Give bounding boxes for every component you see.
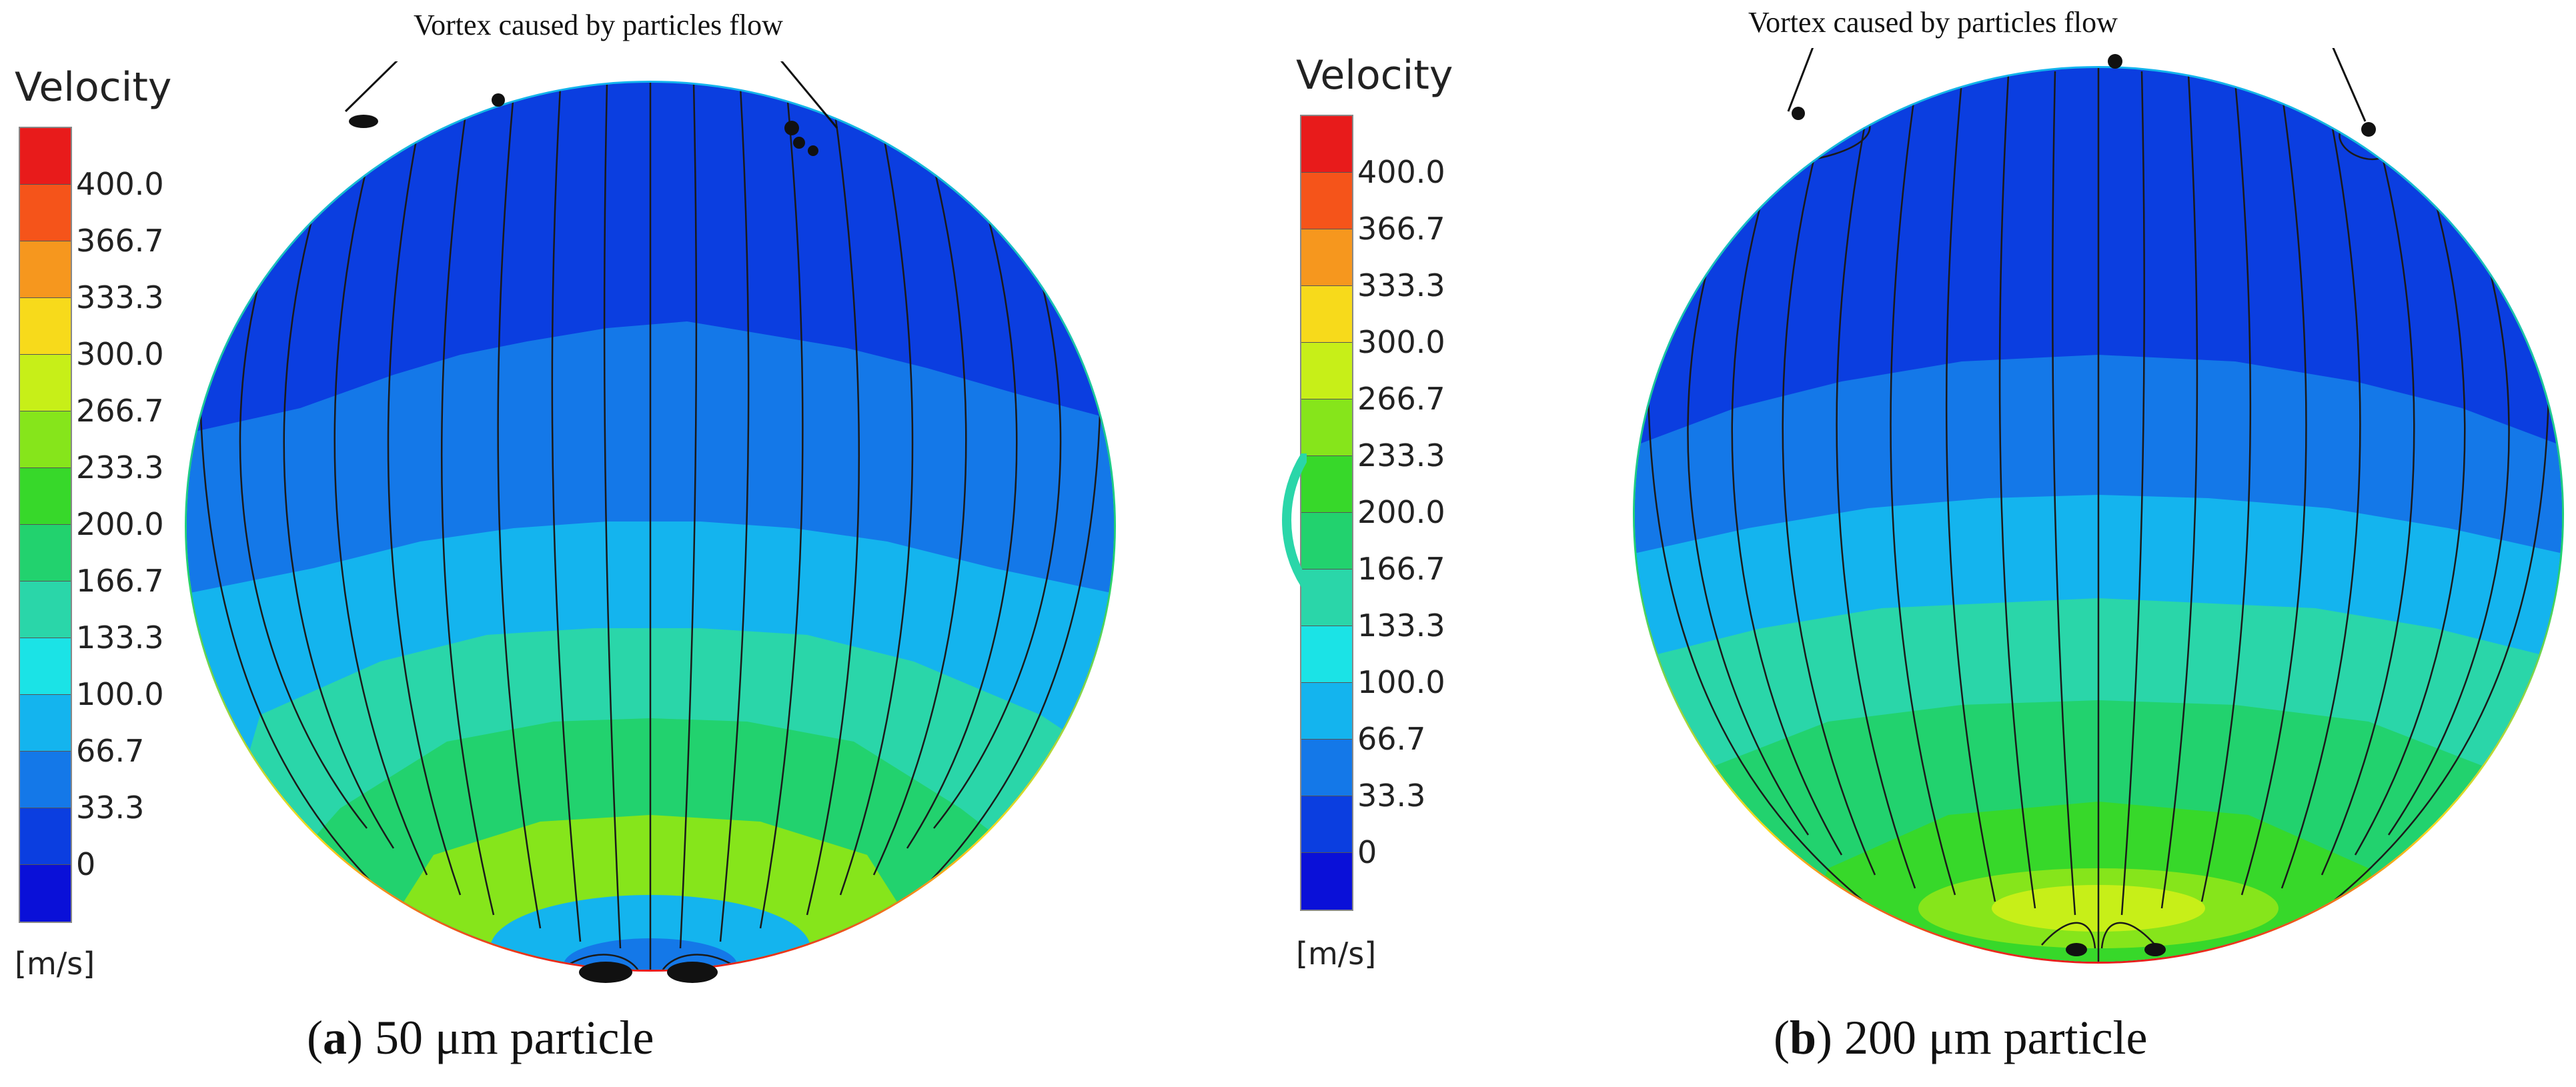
- color-scale-segment: [20, 411, 71, 468]
- color-scale-segment: [1301, 853, 1352, 910]
- legend-title: Velocity: [1296, 52, 1453, 99]
- panel-a: Velocity 400.0 366.7 333.3 300.0 266.7 233.3 2…: [15, 9, 1116, 1064]
- color-scale-segment: [20, 808, 71, 865]
- legend-tick-label: 66.7: [76, 733, 145, 769]
- legend-tick-label: 100.0: [1357, 664, 1445, 700]
- legend-tick-label: 233.3: [76, 449, 164, 485]
- color-scale-segment: [20, 298, 71, 355]
- legend-tick-label: 266.7: [1357, 381, 1445, 417]
- color-scale-bar: [19, 127, 72, 923]
- vortex-annotation: Vortex caused by particles flow: [414, 9, 783, 41]
- color-scale-segment: [1301, 399, 1352, 456]
- color-scale-segment: [20, 525, 71, 582]
- color-scale-segment: [1301, 343, 1352, 399]
- color-scale-segment: [1301, 456, 1352, 513]
- legend-tick-label: 0: [1357, 834, 1377, 870]
- velocity-contour-plot: [185, 61, 1116, 983]
- legend-tick-label: 100.0: [76, 676, 164, 712]
- legend-tick-label: 300.0: [76, 336, 164, 372]
- legend-tick-label: 400.0: [76, 166, 164, 202]
- color-scale-segment: [20, 241, 71, 298]
- color-scale-segment: [1301, 570, 1352, 626]
- legend-tick-label: 200.0: [76, 506, 164, 542]
- legend-tick-label: 33.3: [1357, 778, 1426, 814]
- color-scale-segment: [20, 185, 71, 241]
- color-scale-bar: [1300, 115, 1353, 911]
- legend-tick-label: 166.7: [76, 563, 164, 599]
- color-scale-segment: [1301, 796, 1352, 853]
- legend-unit: [m/s]: [15, 946, 95, 982]
- panel-b: Velocity 400.0 366.7 333.3 300.0 266.7 233.3 2…: [1282, 0, 2576, 1087]
- color-scale-segment: [20, 128, 71, 185]
- velocity-contour-plot: [1633, 48, 2564, 964]
- legend-tick-label: 233.3: [1357, 437, 1445, 473]
- color-scale-segment: [20, 638, 71, 695]
- color-scale-segment: [1301, 116, 1352, 173]
- legend-tick-label: 300.0: [1357, 324, 1445, 360]
- color-scale-segment: [1301, 626, 1352, 683]
- edge-fragment: [1282, 453, 1307, 587]
- color-scale-segment: [1301, 173, 1352, 229]
- color-scale-segment: [1301, 513, 1352, 570]
- streamlines: [1647, 68, 2550, 962]
- legend-tick-label: 33.3: [76, 790, 145, 826]
- legend-title: Velocity: [15, 64, 172, 111]
- legend-tick-label: 366.7: [1357, 211, 1445, 247]
- color-scale-segment: [20, 468, 71, 525]
- legend-tick-label: 0: [76, 846, 96, 882]
- legend-tick-label: 366.7: [76, 223, 164, 259]
- color-scale-segment: [1301, 740, 1352, 796]
- legend-tick-label: 400.0: [1357, 154, 1445, 190]
- legend-unit: [m/s]: [1296, 936, 1377, 972]
- color-scale-segment: [20, 865, 71, 922]
- color-scale-segment: [1301, 229, 1352, 286]
- color-scale-segment: [1301, 286, 1352, 343]
- legend-tick-label: 66.7: [1357, 721, 1426, 757]
- legend-tick-label: 333.3: [76, 279, 164, 315]
- caption-a: (a) 50 μm particle: [307, 1011, 654, 1064]
- color-scale-segment: [20, 582, 71, 638]
- caption-b: (b) 200 μm particle: [1774, 1011, 2148, 1064]
- legend-tick-label: 266.7: [76, 393, 164, 429]
- color-scale-segment: [20, 752, 71, 808]
- legend-tick-label: 166.7: [1357, 551, 1445, 587]
- color-scale-segment: [20, 355, 71, 411]
- vortex-annotation: Vortex caused by particles flow: [1748, 6, 2118, 39]
- color-scale-segment: [1301, 683, 1352, 740]
- legend-tick-label: 333.3: [1357, 267, 1445, 303]
- legend-tick-label: 200.0: [1357, 494, 1445, 530]
- legend-tick-label: 133.3: [76, 620, 164, 656]
- legend-tick-label: 133.3: [1357, 608, 1445, 644]
- color-scale-segment: [20, 695, 71, 752]
